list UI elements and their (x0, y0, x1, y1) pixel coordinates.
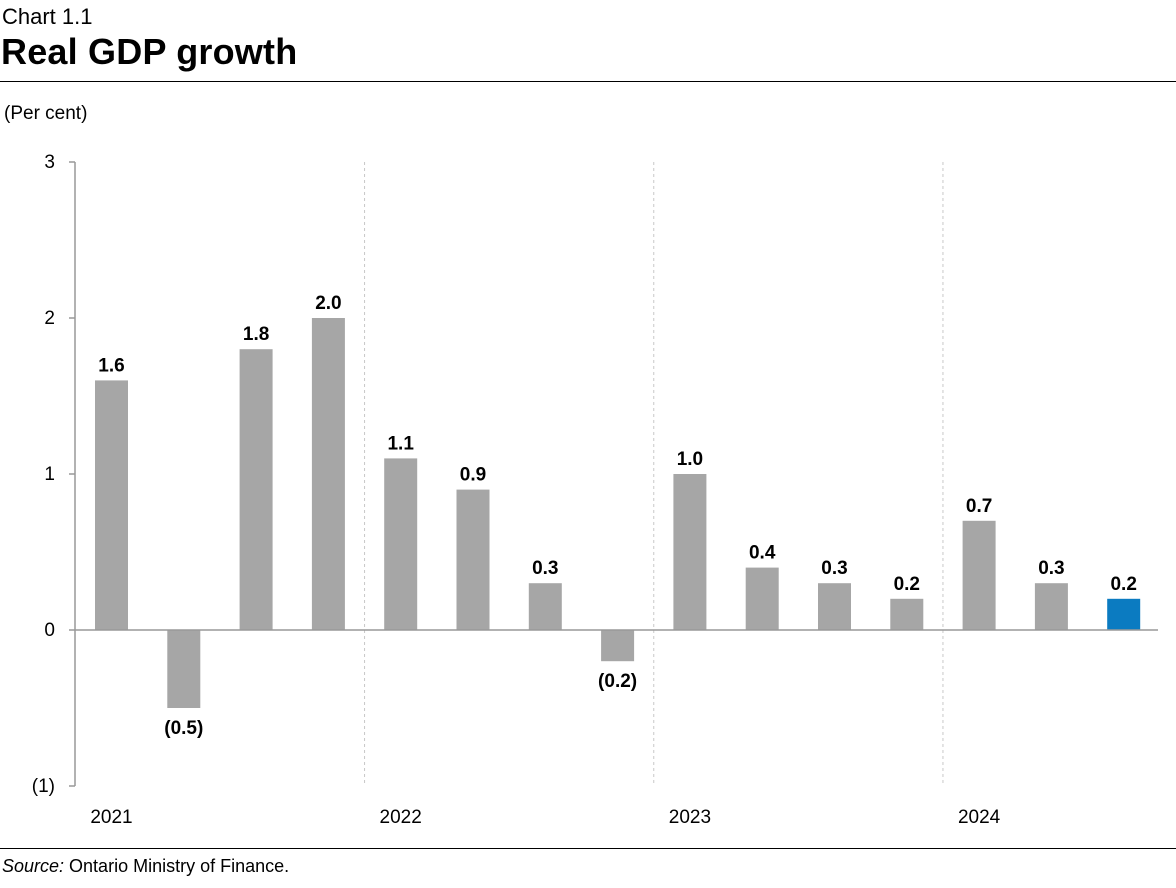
bar (890, 598, 924, 630)
bar (384, 458, 418, 630)
bar (167, 630, 201, 708)
x-year-label: 2021 (90, 807, 132, 828)
bar-value-label: 0.3 (821, 558, 847, 579)
bar (1034, 583, 1068, 630)
bar (311, 318, 345, 630)
bar-value-label: 0.9 (460, 465, 486, 486)
footer-divider (0, 848, 1176, 849)
header-divider (0, 81, 1176, 82)
bar-value-label: 0.3 (532, 558, 558, 579)
bar (1107, 598, 1141, 630)
x-year-label: 2024 (958, 807, 1001, 828)
x-year-label: 2022 (380, 807, 422, 828)
bar-value-label: 0.2 (1110, 574, 1136, 595)
bar (673, 474, 707, 630)
bar-value-label: 0.7 (966, 496, 992, 517)
bar-value-label: 1.6 (98, 355, 124, 376)
bar (601, 630, 635, 662)
bar-value-label: 1.8 (243, 324, 269, 345)
bar (456, 489, 490, 630)
y-tick-label: (1) (32, 776, 55, 797)
y-tick-label: 2 (44, 308, 55, 329)
unit-label: (Per cent) (4, 103, 88, 124)
bar-value-label: 0.2 (894, 574, 920, 595)
bar (745, 567, 779, 630)
bar (239, 349, 273, 630)
source-label: Source: (2, 856, 65, 876)
bar-value-label: 0.4 (749, 543, 776, 564)
bar-value-label: 2.0 (315, 293, 341, 314)
bar-value-label: (0.5) (164, 718, 203, 739)
bar (95, 380, 128, 630)
bar (528, 583, 562, 630)
y-tick-label: 3 (44, 152, 55, 173)
bar-value-label: 1.0 (677, 449, 703, 470)
source-note: Source: Ontario Ministry of Finance. (2, 856, 289, 877)
bar-value-label: 0.3 (1038, 558, 1064, 579)
bar (818, 583, 851, 630)
y-tick-label: 1 (44, 464, 55, 485)
x-year-label: 2023 (669, 807, 711, 828)
bar-value-label: 1.1 (387, 433, 414, 454)
bar-value-label: (0.2) (598, 671, 637, 692)
chart-number: Chart 1.1 (2, 4, 93, 29)
y-tick-label: 0 (44, 620, 55, 641)
source-text: Ontario Ministry of Finance. (64, 856, 290, 876)
chart-title: Real GDP growth (1, 31, 298, 72)
bar (962, 520, 996, 630)
